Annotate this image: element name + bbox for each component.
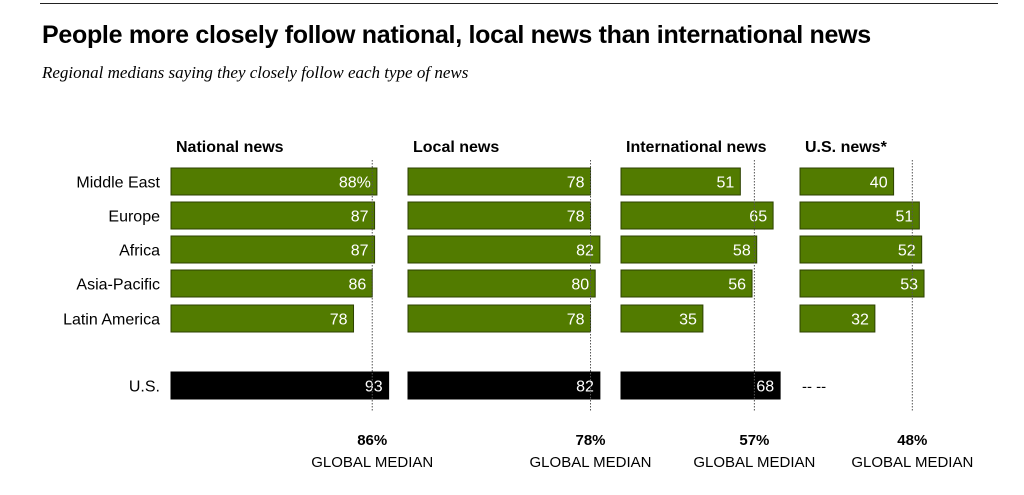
category-label-africa: Africa: [119, 243, 160, 260]
data-label-international-news-europe: 65: [749, 209, 767, 226]
bar-local-news-africa: [407, 235, 601, 264]
median-value-international-news: 57%: [739, 432, 769, 449]
data-label-national-news-u-s: 93: [365, 379, 383, 396]
bar-national-news-u-s: [170, 371, 390, 400]
bar-u-s-news-europe: [799, 201, 920, 230]
category-label-u-s: U.S.: [129, 379, 160, 396]
data-label-international-news-asia-pacific: 56: [728, 277, 746, 294]
data-label-national-news-latin-america: 78: [330, 312, 348, 329]
bar-local-news-latin-america: [407, 304, 592, 333]
chart-subtitle: Regional medians saying they closely fol…: [42, 63, 469, 82]
panel-header-local-news: Local news: [413, 139, 499, 156]
data-label-u-s-news-latin-america: 32: [851, 312, 869, 329]
data-label-local-news-u-s: 82: [576, 379, 594, 396]
data-label-u-s-news-africa: 52: [898, 243, 916, 260]
bar-international-news-middle-east: [620, 167, 741, 196]
data-label-u-s-news-europe: 51: [896, 209, 914, 226]
bar-u-s-news-africa: [799, 235, 923, 264]
bar-local-news-europe: [407, 201, 592, 230]
category-label-middle-east: Middle East: [76, 175, 160, 192]
median-caption-u-s-news: GLOBAL MEDIAN: [851, 454, 973, 471]
bar-international-news-u-s: [620, 371, 781, 400]
bar-u-s-news-asia-pacific: [799, 269, 925, 298]
bar-international-news-europe: [620, 201, 774, 230]
bar-national-news-africa: [170, 235, 376, 264]
bar-national-news-middle-east: [170, 167, 378, 196]
data-label-international-news-latin-america: 35: [679, 312, 697, 329]
bar-u-s-news-middle-east: [799, 167, 895, 196]
data-label-international-news-middle-east: 51: [717, 175, 735, 192]
bar-national-news-latin-america: [170, 304, 355, 333]
data-label-u-s-news-asia-pacific: 53: [900, 277, 918, 294]
bar-national-news-asia-pacific: [170, 269, 373, 298]
median-value-local-news: 78%: [576, 432, 606, 449]
data-label-local-news-asia-pacific: 80: [571, 277, 589, 294]
bar-local-news-u-s: [407, 371, 601, 400]
missing-label-u-s-news: -- --: [802, 379, 826, 396]
data-label-local-news-europe: 78: [567, 209, 585, 226]
bar-international-news-latin-america: [620, 304, 704, 333]
data-label-local-news-middle-east: 78: [567, 175, 585, 192]
median-value-u-s-news: 48%: [897, 432, 927, 449]
median-value-national-news: 86%: [357, 432, 387, 449]
bar-local-news-asia-pacific: [407, 269, 596, 298]
data-label-national-news-asia-pacific: 86: [348, 277, 366, 294]
median-caption-international-news: GLOBAL MEDIAN: [693, 454, 815, 471]
bar-national-news-europe: [170, 201, 376, 230]
data-label-local-news-latin-america: 78: [567, 312, 585, 329]
data-label-international-news-u-s: 68: [756, 379, 774, 396]
panel-header-u-s-news: U.S. news*: [805, 139, 888, 156]
bar-international-news-africa: [620, 235, 758, 264]
data-label-national-news-middle-east: 88%: [339, 175, 371, 192]
category-label-asia-pacific: Asia-Pacific: [76, 277, 160, 294]
data-label-local-news-africa: 82: [576, 243, 594, 260]
category-label-europe: Europe: [108, 209, 160, 226]
top-rule: [40, 3, 998, 4]
median-caption-national-news: GLOBAL MEDIAN: [311, 454, 433, 471]
data-label-international-news-africa: 58: [733, 243, 751, 260]
median-caption-local-news: GLOBAL MEDIAN: [530, 454, 652, 471]
chart-title: People more closely follow national, loc…: [42, 21, 871, 49]
data-label-national-news-africa: 87: [351, 243, 369, 260]
bar-international-news-asia-pacific: [620, 269, 753, 298]
bar-u-s-news-latin-america: [799, 304, 876, 333]
panel-header-international-news: International news: [626, 139, 767, 156]
category-label-latin-america: Latin America: [63, 312, 160, 329]
data-label-u-s-news-middle-east: 40: [870, 175, 888, 192]
panel-header-national-news: National news: [176, 139, 284, 156]
data-label-national-news-europe: 87: [351, 209, 369, 226]
bar-local-news-middle-east: [407, 167, 592, 196]
